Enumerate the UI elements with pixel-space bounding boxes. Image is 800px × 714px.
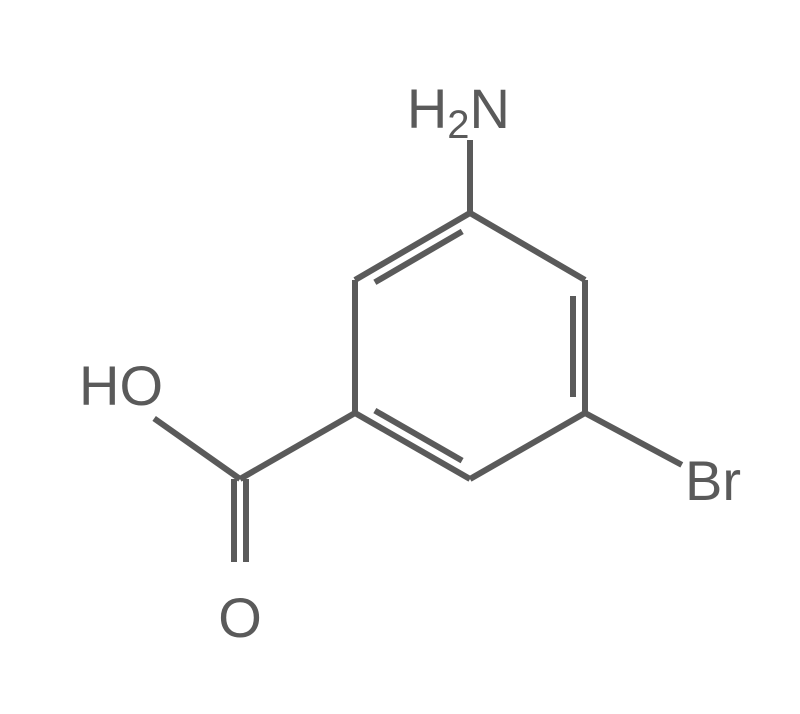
- atom-label-odbl: O: [218, 586, 262, 649]
- atom-label-n: H2N: [407, 77, 510, 147]
- bonds-layer: [154, 140, 682, 562]
- molecule-diagram: H2N Br O HO: [0, 0, 800, 714]
- labels-layer: H2N Br O HO: [79, 77, 741, 649]
- atom-label-br: Br: [685, 449, 741, 512]
- atom-label-ooh: HO: [79, 354, 163, 417]
